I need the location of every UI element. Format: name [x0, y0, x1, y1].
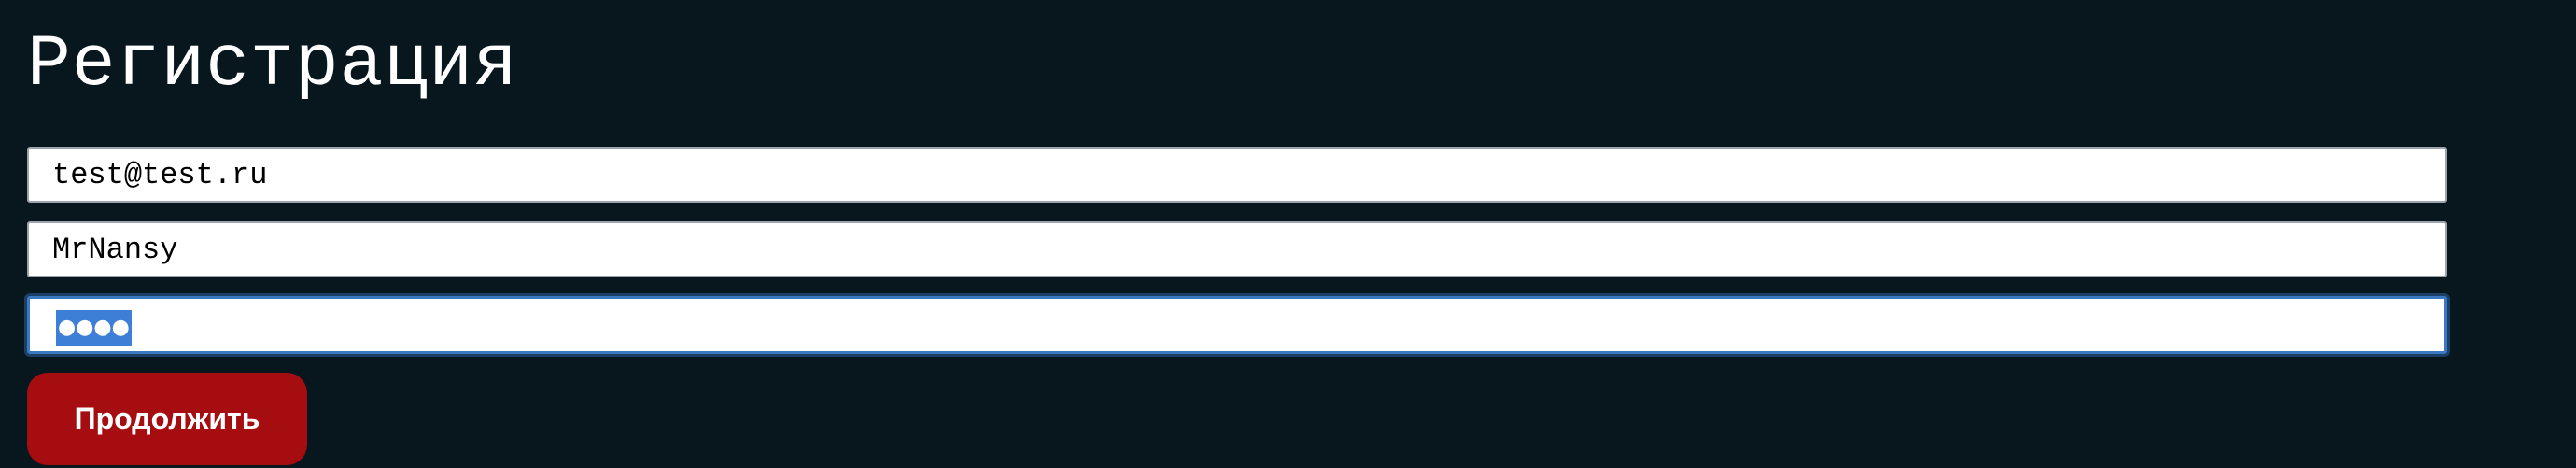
password-selected-text: ●●●●: [56, 310, 132, 346]
continue-button[interactable]: Продолжить: [27, 373, 307, 465]
password-field-wrapper: ●●●●: [27, 296, 2447, 354]
email-field[interactable]: [27, 147, 2447, 203]
page-title: Регистрация: [27, 24, 518, 106]
username-field[interactable]: [27, 221, 2447, 277]
password-field[interactable]: ●●●●: [27, 296, 2447, 354]
